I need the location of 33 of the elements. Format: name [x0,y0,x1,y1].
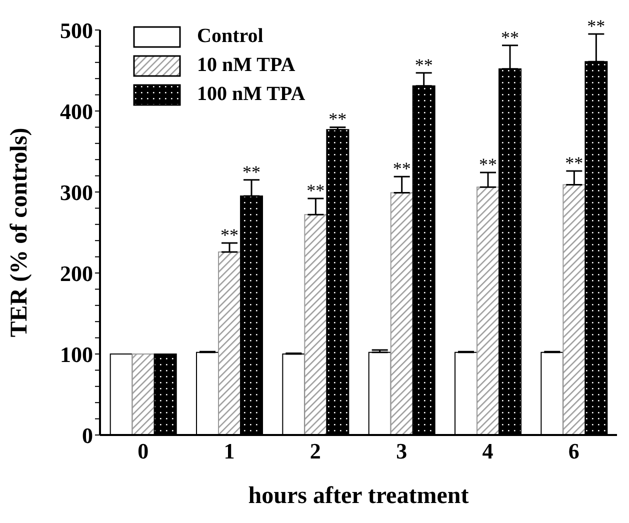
bar [218,251,242,435]
y-tick-label: 400 [60,98,93,124]
bar [562,184,586,435]
x-tick-label: 3 [396,438,408,464]
bar [304,214,328,435]
data-label: ** [501,27,520,48]
x-axis-title: hours after treatment [248,483,469,509]
y-tick-label: 300 [60,180,93,205]
data-label: ** [242,162,261,182]
data-label: ** [587,16,606,36]
data-label: ** [479,154,498,175]
x-tick-label: 0 [138,438,149,464]
legend-label: 10 nM TPA [197,54,296,77]
y-tick-label: 0 [82,422,93,448]
bar [390,192,414,435]
data-label: ** [328,109,347,130]
y-tick-label: 500 [60,18,93,43]
legend-label: 100 nM TPA [197,83,306,106]
y-tick-label: 200 [60,260,93,286]
data-label: ** [306,180,325,200]
bar [132,354,155,435]
y-tick-label: 100 [60,342,93,367]
x-tick-label: 6 [568,438,580,464]
x-tick-label: 1 [224,438,235,464]
bar [476,186,500,435]
data-label: ** [392,158,411,179]
x-tick-label: 2 [310,438,321,464]
x-tick-label: 4 [482,438,494,464]
data-label: ** [414,54,433,75]
y-axis-title: TER (% of controls) [6,128,33,338]
legend-label: Control [197,25,264,48]
data-label: ** [565,152,584,173]
data-label: ** [220,225,239,246]
